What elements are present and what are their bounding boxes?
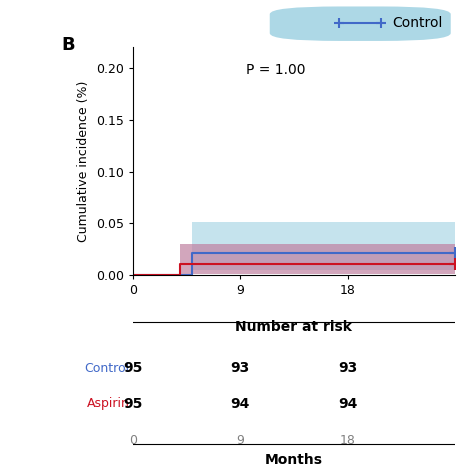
Text: 94: 94 — [230, 397, 250, 411]
Text: Aspirin: Aspirin — [87, 397, 129, 410]
Text: 94: 94 — [338, 397, 357, 411]
Text: 95: 95 — [123, 397, 142, 411]
Text: Number at risk: Number at risk — [236, 320, 352, 334]
Y-axis label: Cumulative incidence (%): Cumulative incidence (%) — [77, 81, 90, 242]
Text: 9: 9 — [236, 434, 244, 447]
Text: 18: 18 — [340, 434, 356, 447]
Text: P = 1.00: P = 1.00 — [246, 64, 305, 77]
Text: Control: Control — [393, 16, 443, 30]
Text: 0: 0 — [129, 434, 137, 447]
Text: 95: 95 — [123, 361, 142, 375]
Text: Control: Control — [84, 362, 129, 374]
FancyBboxPatch shape — [270, 7, 451, 41]
Text: Months: Months — [265, 453, 323, 467]
Text: 93: 93 — [338, 361, 357, 375]
Text: B: B — [62, 36, 75, 54]
Text: 93: 93 — [230, 361, 250, 375]
